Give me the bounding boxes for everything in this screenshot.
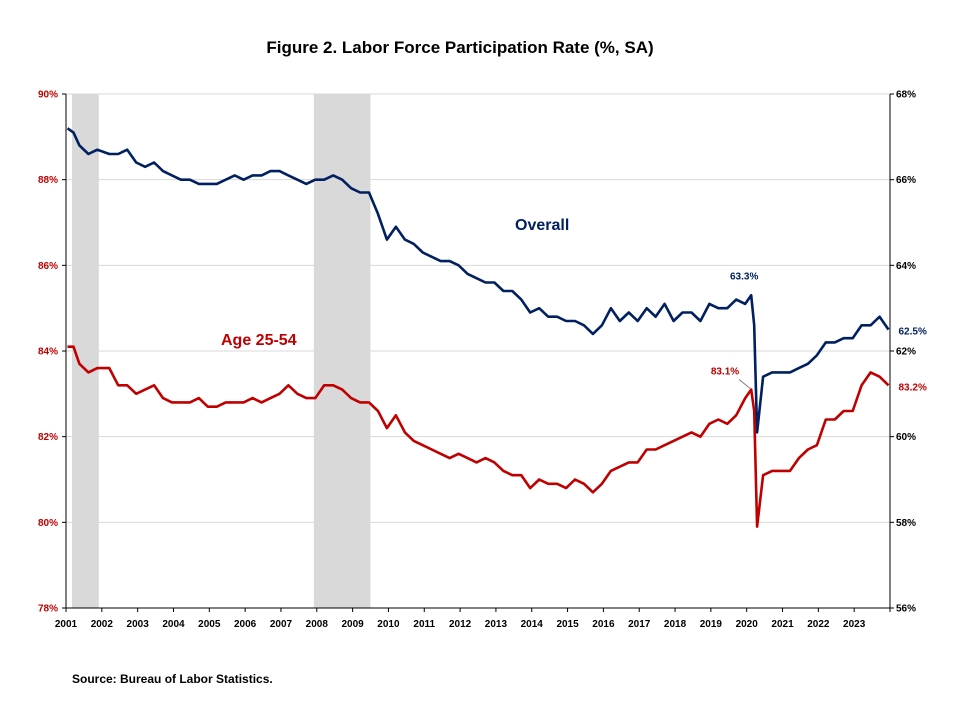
- right-tick-label: 62%: [896, 347, 916, 358]
- x-tick-label: 2006: [234, 619, 257, 630]
- series-label-age-25-54: Age 25-54: [221, 332, 297, 349]
- gridlines: [66, 93, 890, 523]
- x-tick-label: 2017: [628, 619, 651, 630]
- x-tick-label: 2015: [556, 619, 579, 630]
- right-tick-label: 68%: [896, 90, 916, 101]
- x-tick-label: 2002: [91, 619, 114, 630]
- left-tick-label: 90%: [38, 90, 58, 101]
- annotation-overall-peak: 63.3%: [730, 271, 758, 282]
- series-label-overall: Overall: [515, 217, 569, 234]
- x-tick-label: 2022: [807, 619, 830, 630]
- series-lines: [66, 127, 890, 528]
- x-tick-label: 2019: [700, 619, 723, 630]
- annotation-age-peak: 83.1%: [711, 367, 739, 378]
- chart-title: Figure 2. Labor Force Participation Rate…: [266, 38, 654, 57]
- annotation-age-latest: 83.2%: [899, 382, 927, 393]
- x-tick-label: 2010: [377, 619, 400, 630]
- right-tick-label: 60%: [896, 432, 916, 443]
- annotation-age-peak-leader: [738, 379, 751, 389]
- x-tick-label: 2005: [198, 619, 221, 630]
- x-tick-label: 2023: [843, 619, 866, 630]
- left-tick-label: 80%: [38, 518, 58, 529]
- right-tick-label: 64%: [896, 261, 916, 272]
- overall-line: [66, 127, 890, 434]
- x-tick-label: 2003: [127, 619, 150, 630]
- chart-labels: Overall Age 25-54 63.3% 62.5% 83.1% 83.2%: [221, 217, 927, 393]
- x-tick-label: 2012: [449, 619, 472, 630]
- x-tick-label: 2016: [592, 619, 615, 630]
- x-tick-label: 2018: [664, 619, 687, 630]
- x-tick-label: 2004: [162, 619, 185, 630]
- x-tick-label: 2021: [771, 619, 794, 630]
- left-tick-label: 84%: [38, 347, 58, 358]
- axes: 78% 80% 82% 84% 86% 88% 90% 56% 58% 60% 62% 64% 66% 6…: [38, 90, 916, 631]
- x-tick-label: 2011: [413, 619, 435, 630]
- left-tick-label: 78%: [38, 604, 58, 615]
- x-tick-label: 2007: [270, 619, 293, 630]
- x-tick-label: 2014: [521, 619, 544, 630]
- right-tick-label: 58%: [896, 518, 916, 529]
- age-25-54-line: [67, 345, 890, 528]
- x-tick-label: 2013: [485, 619, 508, 630]
- x-tick-label: 2008: [306, 619, 329, 630]
- x-tick-label: 2020: [736, 619, 759, 630]
- left-tick-label: 88%: [38, 175, 58, 186]
- x-tick-label: 2001: [55, 619, 78, 630]
- right-tick-label: 56%: [896, 604, 916, 615]
- source-note: Source: Bureau of Labor Statistics.: [72, 672, 273, 686]
- annotation-overall-latest: 62.5%: [899, 327, 927, 338]
- left-tick-label: 86%: [38, 261, 58, 272]
- right-tick-label: 66%: [896, 175, 916, 186]
- left-tick-label: 82%: [38, 432, 58, 443]
- x-tick-label: 2009: [341, 619, 364, 630]
